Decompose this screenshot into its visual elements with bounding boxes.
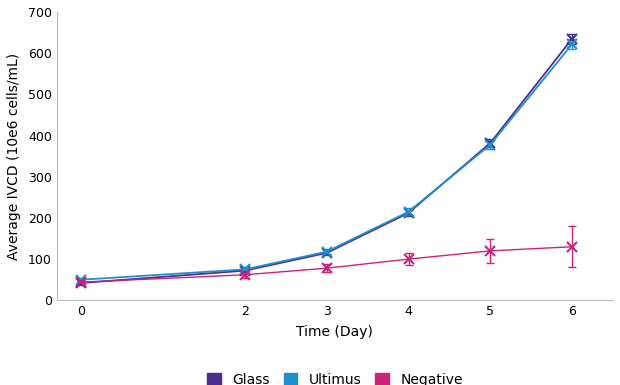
- Glass: [405, 211, 412, 215]
- Line: Ultimus: Ultimus: [76, 39, 577, 285]
- Y-axis label: Average IVCD (10e6 cells/mL): Average IVCD (10e6 cells/mL): [7, 53, 21, 260]
- Ultimus: [569, 42, 576, 46]
- Line: Glass: Glass: [76, 34, 577, 288]
- Negative: [405, 257, 412, 261]
- Negative: [569, 244, 576, 249]
- Line: Negative: Negative: [76, 242, 577, 287]
- Negative: [241, 273, 249, 277]
- Ultimus: [487, 142, 494, 147]
- Glass: [569, 37, 576, 41]
- Negative: [78, 280, 85, 285]
- Negative: [323, 266, 330, 271]
- Glass: [241, 268, 249, 273]
- Ultimus: [405, 209, 412, 214]
- X-axis label: Time (Day): Time (Day): [296, 325, 373, 339]
- Glass: [487, 141, 494, 145]
- Ultimus: [78, 278, 85, 282]
- Glass: [323, 251, 330, 255]
- Ultimus: [323, 249, 330, 254]
- Glass: [78, 281, 85, 285]
- Ultimus: [241, 267, 249, 272]
- Legend: Glass, Ultimus, Negative: Glass, Ultimus, Negative: [202, 367, 468, 385]
- Negative: [487, 249, 494, 253]
